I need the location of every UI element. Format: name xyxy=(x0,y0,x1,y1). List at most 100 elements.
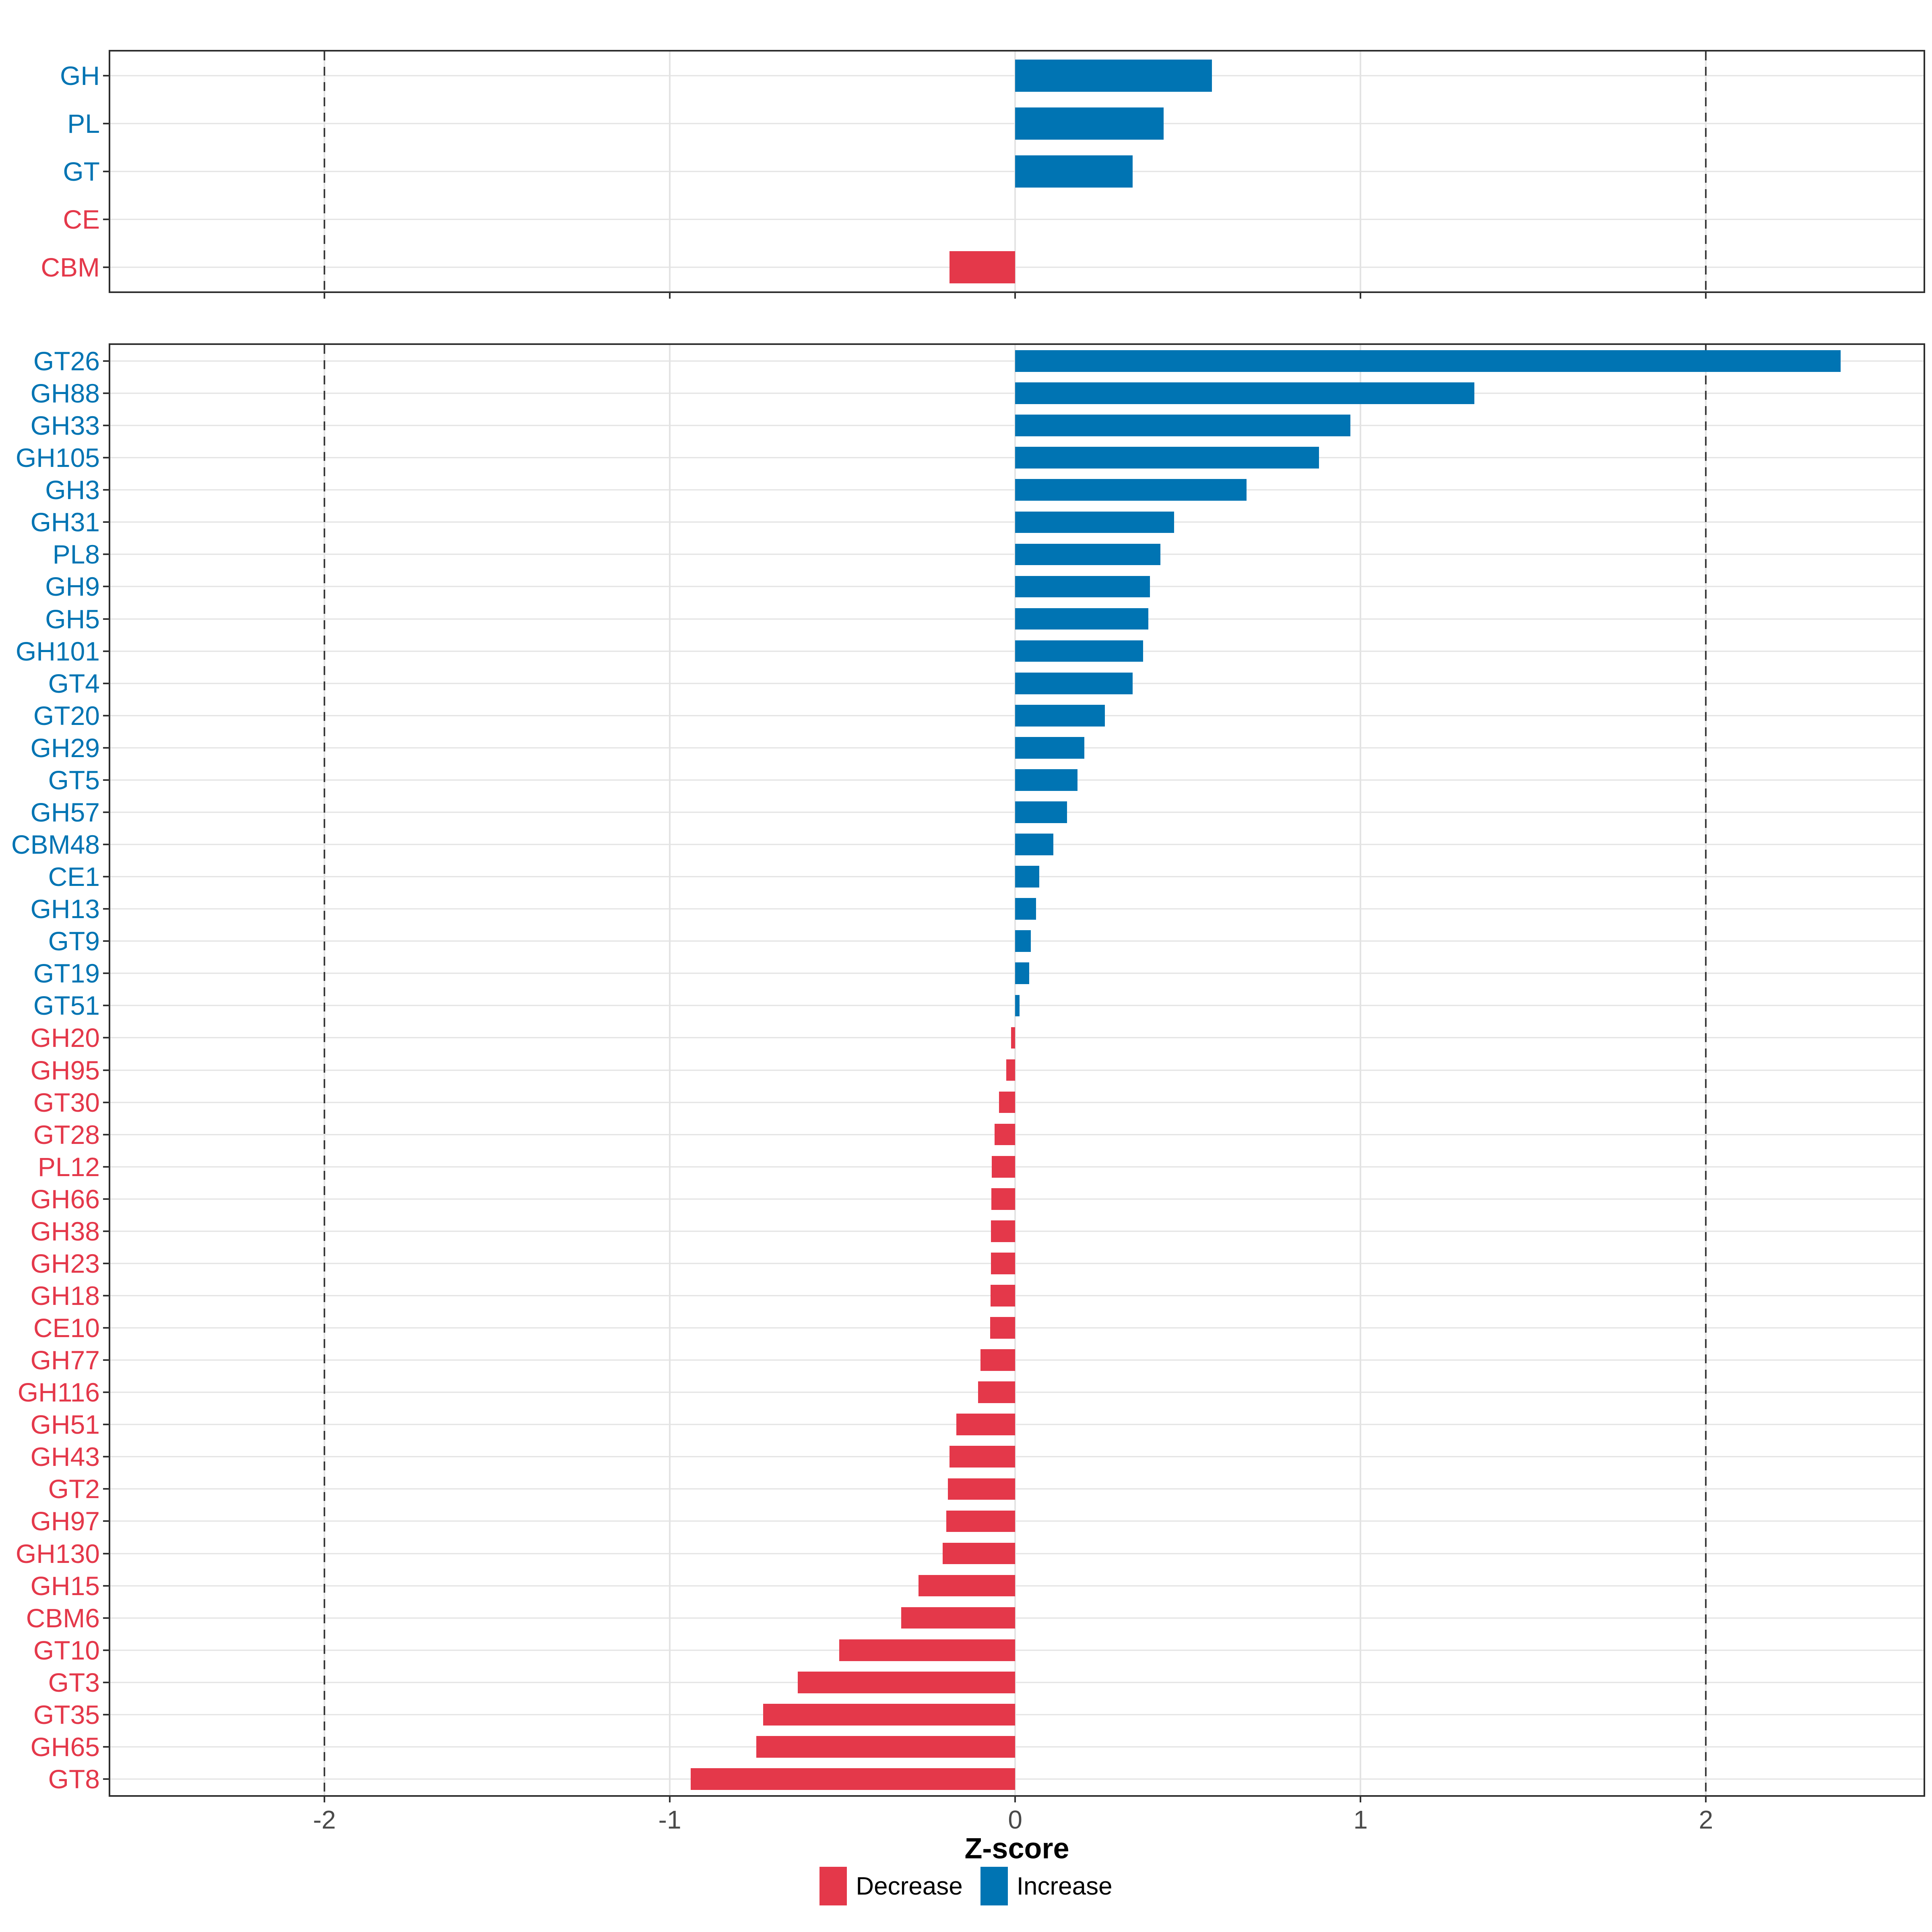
y-axis-label-CBM: CBM xyxy=(41,252,100,283)
y-axis-label-GT20: GT20 xyxy=(33,700,100,731)
y-axis-tick xyxy=(103,1681,110,1683)
y-axis-tick xyxy=(103,1069,110,1071)
legend-label-decrease: Decrease xyxy=(856,1872,963,1900)
bar-GH xyxy=(1015,59,1212,92)
y-axis-label-GT2: GT2 xyxy=(48,1474,100,1504)
y-axis-label-GT28: GT28 xyxy=(33,1119,100,1150)
decrease-swatch-icon xyxy=(819,1867,847,1905)
bar-GT2 xyxy=(947,1478,1016,1500)
y-axis-tick xyxy=(103,521,110,523)
horizontal-gridline xyxy=(110,266,1924,268)
y-axis-tick xyxy=(103,1424,110,1426)
bar-GT8 xyxy=(690,1768,1016,1790)
x-axis-tick xyxy=(324,291,326,299)
bar-GH5 xyxy=(1015,608,1148,630)
legend: Decrease Increase xyxy=(0,1867,1932,1905)
y-axis-tick xyxy=(103,586,110,588)
horizontal-gridline xyxy=(110,1295,1924,1296)
y-axis-label-GH15: GH15 xyxy=(30,1571,100,1601)
dashed-reference-line xyxy=(1705,52,1707,291)
y-axis-label-GT5: GT5 xyxy=(48,765,100,795)
horizontal-gridline xyxy=(110,1778,1924,1780)
bar-GH18 xyxy=(991,1285,1016,1307)
horizontal-gridline xyxy=(110,1166,1924,1168)
bar-GH3 xyxy=(1015,479,1247,501)
horizontal-gridline xyxy=(110,1746,1924,1748)
y-axis-tick xyxy=(103,1617,110,1619)
horizontal-gridline xyxy=(110,1327,1924,1329)
y-axis-tick xyxy=(103,972,110,974)
y-axis-tick xyxy=(103,360,110,362)
bar-CE1 xyxy=(1015,866,1040,888)
y-axis-label-GH31: GH31 xyxy=(30,507,100,537)
y-axis-label-GH33: GH33 xyxy=(30,411,100,441)
y-axis-label-GH: GH xyxy=(60,60,100,91)
bar-CBM6 xyxy=(901,1607,1016,1629)
bar-GH57 xyxy=(1015,801,1067,823)
x-axis-tick xyxy=(1360,291,1362,299)
y-axis-tick xyxy=(103,1359,110,1361)
bar-GH9 xyxy=(1015,576,1150,598)
y-axis-label-GH23: GH23 xyxy=(30,1248,100,1278)
y-axis-tick xyxy=(103,1746,110,1748)
x-axis-tick-label: 2 xyxy=(1699,1805,1713,1834)
y-axis-tick xyxy=(103,553,110,555)
bar-GH51 xyxy=(956,1414,1016,1436)
y-axis-label-GT9: GT9 xyxy=(48,926,100,956)
bar-GH15 xyxy=(918,1575,1016,1597)
horizontal-gridline xyxy=(110,1069,1924,1071)
y-axis-label-GT30: GT30 xyxy=(33,1087,100,1117)
y-axis-tick xyxy=(103,811,110,813)
bar-GH105 xyxy=(1015,447,1319,469)
bottom-panel: GT26 GH88 GH33 GH105 GH3 GH31 PL8 GH9 GH5 GH101 GT… xyxy=(11,343,1925,1834)
y-axis-label-GH38: GH38 xyxy=(30,1216,100,1246)
dashed-reference-line xyxy=(1705,345,1707,1795)
y-axis-label-GT10: GT10 xyxy=(33,1635,100,1665)
horizontal-gridline xyxy=(110,219,1924,220)
bar-GT51 xyxy=(1015,995,1020,1017)
y-axis-label-CE1: CE1 xyxy=(48,862,100,892)
y-axis-label-CBM48: CBM48 xyxy=(11,830,100,860)
y-axis-label-PL8: PL8 xyxy=(52,539,100,570)
bar-GH13 xyxy=(1015,898,1036,920)
horizontal-gridline xyxy=(110,1037,1924,1038)
y-axis-tick xyxy=(103,489,110,491)
bar-GH43 xyxy=(949,1446,1016,1468)
x-axis-tick xyxy=(1705,291,1707,299)
horizontal-gridline xyxy=(110,1391,1924,1393)
y-axis-label-GH116: GH116 xyxy=(17,1377,100,1408)
y-axis-label-CE10: CE10 xyxy=(33,1313,100,1343)
bar-GH38 xyxy=(991,1220,1016,1242)
y-axis-tick xyxy=(103,682,110,684)
y-axis-label-GT51: GT51 xyxy=(33,991,100,1021)
y-axis-tick xyxy=(103,392,110,394)
dashed-reference-line xyxy=(324,52,326,291)
y-axis-tick xyxy=(103,1294,110,1296)
y-axis-tick xyxy=(103,650,110,652)
horizontal-gridline xyxy=(110,1553,1924,1554)
horizontal-gridline xyxy=(110,1649,1924,1651)
y-axis-tick xyxy=(103,876,110,878)
horizontal-gridline xyxy=(110,1456,1924,1457)
y-axis-label-GH3: GH3 xyxy=(45,475,100,505)
y-axis-label-GH77: GH77 xyxy=(30,1345,100,1375)
horizontal-gridline xyxy=(110,1488,1924,1490)
y-axis-label-PL12: PL12 xyxy=(37,1152,100,1182)
y-axis-tick xyxy=(103,1327,110,1329)
horizontal-gridline xyxy=(110,1714,1924,1715)
y-axis-tick xyxy=(103,74,110,76)
horizontal-gridline xyxy=(110,1424,1924,1425)
bar-GT10 xyxy=(839,1639,1016,1661)
bar-GH29 xyxy=(1015,737,1084,759)
bar-GH31 xyxy=(1015,511,1174,533)
y-axis-tick xyxy=(103,779,110,781)
y-axis-label-GH5: GH5 xyxy=(45,604,100,634)
y-axis-label-GH57: GH57 xyxy=(30,797,100,827)
legend-label-increase: Increase xyxy=(1016,1872,1113,1900)
bar-GH101 xyxy=(1015,640,1143,662)
y-axis-tick xyxy=(103,747,110,749)
bar-GH88 xyxy=(1015,382,1475,404)
x-axis-tick-label: 1 xyxy=(1353,1805,1368,1834)
bar-GH97 xyxy=(946,1510,1016,1532)
